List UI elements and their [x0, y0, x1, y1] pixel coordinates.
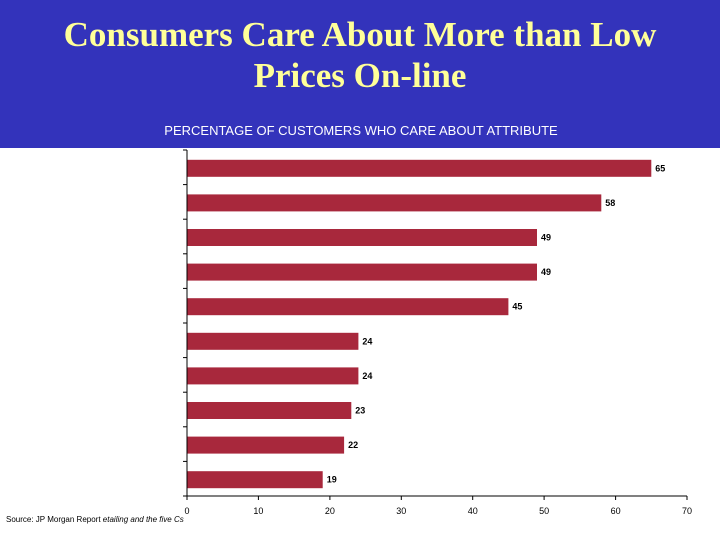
value-label: 49 [541, 267, 551, 277]
bar [187, 402, 352, 419]
category-labels: Customer Support On-time Delivery Product … [65, 157, 182, 478]
value-label: 49 [541, 233, 551, 243]
bar [187, 194, 602, 212]
category-label: Product Information [102, 365, 181, 375]
value-label: 24 [362, 371, 372, 381]
value-label: 23 [355, 406, 365, 416]
bar [187, 367, 359, 385]
axes: 0 10 20 30 40 50 60 70 [183, 149, 692, 516]
chart-title: PERCENTAGE OF CUSTOMERS WHO CARE ABOUT A… [164, 123, 558, 138]
bar [187, 263, 537, 281]
slide-title-line-2: Prices On-line [253, 56, 467, 95]
y-axis-label: ATTRIBUTE [31, 254, 45, 320]
bar [187, 229, 537, 246]
x-tick-label: 60 [611, 506, 621, 516]
bar [187, 436, 345, 454]
source-report-name: etailing and the five Cs [103, 515, 184, 524]
x-tick-label: 20 [325, 506, 335, 516]
category-label: Privacy Policies [118, 296, 182, 306]
bar [187, 471, 323, 489]
value-label: 58 [605, 198, 615, 208]
value-labels: 65 58 49 49 45 24 24 23 22 19 [327, 163, 666, 484]
x-tick-label: 30 [396, 506, 406, 516]
slide-title-line-1: Consumers Care About More than Low [63, 15, 657, 54]
category-label: On-time Delivery [114, 192, 182, 202]
x-tick-label: 70 [682, 506, 692, 516]
category-label: Product Content [116, 261, 182, 271]
value-label: 19 [327, 475, 337, 485]
category-label: Web Site Navigation & Looks [65, 400, 182, 410]
bars-layer [187, 159, 652, 489]
x-tick-label: 10 [253, 506, 263, 516]
category-label: Ease of Ordering [113, 330, 181, 340]
category-label: Product Price [127, 469, 181, 479]
x-tick-label: 40 [468, 506, 478, 516]
bar [187, 332, 359, 350]
bar [187, 159, 652, 177]
slide-title: Consumers Care About More than Low Price… [0, 14, 720, 96]
category-label: Product Selection [110, 434, 181, 444]
source-prefix: Source: JP Morgan Report [6, 515, 103, 524]
x-tick-label: 50 [539, 506, 549, 516]
value-label: 65 [655, 163, 665, 173]
source-note: Source: JP Morgan Report etailing and th… [6, 515, 184, 524]
plot-area [0, 148, 720, 540]
category-label: Customer Support [108, 157, 182, 167]
category-label: Product Shipping & Handling [66, 227, 181, 237]
bar [187, 298, 509, 316]
value-label: 24 [362, 336, 372, 346]
x-tick-label: 0 [184, 506, 189, 516]
value-label: 45 [512, 302, 522, 312]
value-label: 22 [348, 440, 358, 450]
